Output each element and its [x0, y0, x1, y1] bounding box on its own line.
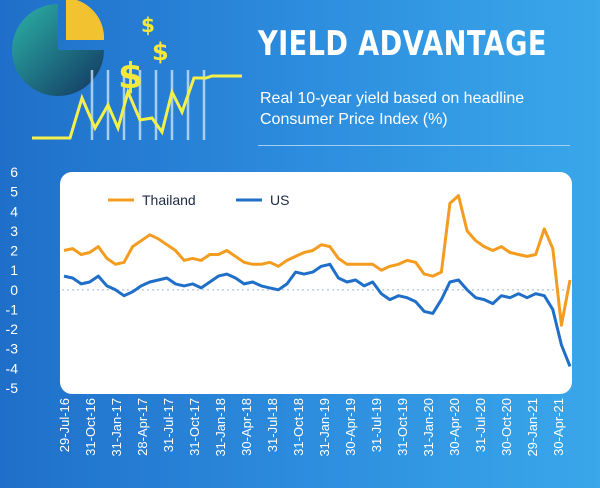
- svg-text:$: $: [152, 38, 169, 66]
- series-line-us: [63, 262, 572, 367]
- x-tick-label: 29-Jan-21: [525, 398, 540, 457]
- dollar-sign-icon: $ $ $: [118, 13, 169, 97]
- x-tick-label: 31-Oct-19: [395, 398, 410, 456]
- x-tick-label: 31-Jul-19: [369, 398, 384, 452]
- plot-area: [60, 172, 572, 394]
- y-tick-label: 1: [10, 262, 18, 278]
- x-tick-label: 30-Apr-19: [343, 398, 358, 456]
- svg-text:$: $: [141, 13, 155, 37]
- y-tick-label: 2: [10, 243, 18, 259]
- x-tick-label: 29-Jul-16: [57, 398, 72, 452]
- y-tick-label: 3: [10, 223, 18, 239]
- x-tick-label: 31-Jan-20: [421, 398, 436, 457]
- x-tick-label: 31-Jan-17: [109, 398, 124, 457]
- x-tick-label: 30-Apr-20: [447, 398, 462, 456]
- legend-label-thailand: Thailand: [142, 192, 196, 208]
- chart-legend: Thailand US: [108, 192, 289, 208]
- x-tick-label: 31-Jan-18: [213, 398, 228, 457]
- sparkline-icon: [32, 74, 242, 140]
- pie-chart-icon: [12, 0, 105, 96]
- y-tick-label: 6: [10, 164, 18, 180]
- x-tick-label: 31-Jan-19: [317, 398, 332, 457]
- x-tick-label: 31-Oct-16: [83, 398, 98, 456]
- x-tick-label: 31-Oct-17: [187, 398, 202, 456]
- x-tick-label: 31-Oct-18: [291, 398, 306, 456]
- x-tick-label: 30-Oct-20: [499, 398, 514, 456]
- x-tick-label: 31-Jul-20: [473, 398, 488, 452]
- x-tick-label: 30-Apr-21: [551, 398, 566, 456]
- y-tick-label: -2: [6, 321, 19, 337]
- y-tick-label: 4: [10, 203, 18, 219]
- title-divider: [258, 145, 570, 146]
- y-tick-label: 0: [10, 282, 18, 298]
- legend-label-us: US: [270, 192, 289, 208]
- y-tick-label: -4: [6, 360, 19, 376]
- y-tick-label: 5: [10, 184, 18, 200]
- y-tick-label: -1: [6, 301, 19, 317]
- page-title: YIELD ADVANTAGE: [258, 24, 547, 64]
- y-tick-label: -5: [6, 380, 19, 396]
- x-tick-label: 31-Jul-17: [161, 398, 176, 452]
- bar-graphic: [90, 70, 206, 140]
- x-tick-label: 30-Apr-18: [239, 398, 254, 456]
- x-tick-label: 28-Apr-17: [135, 398, 150, 456]
- x-tick-label: 31-Jul-18: [265, 398, 280, 452]
- series-line-thailand: [63, 194, 572, 327]
- svg-text:$: $: [118, 56, 143, 97]
- chart-subtitle: Real 10-year yield based on headline Con…: [260, 90, 525, 128]
- y-tick-label: -3: [6, 341, 19, 357]
